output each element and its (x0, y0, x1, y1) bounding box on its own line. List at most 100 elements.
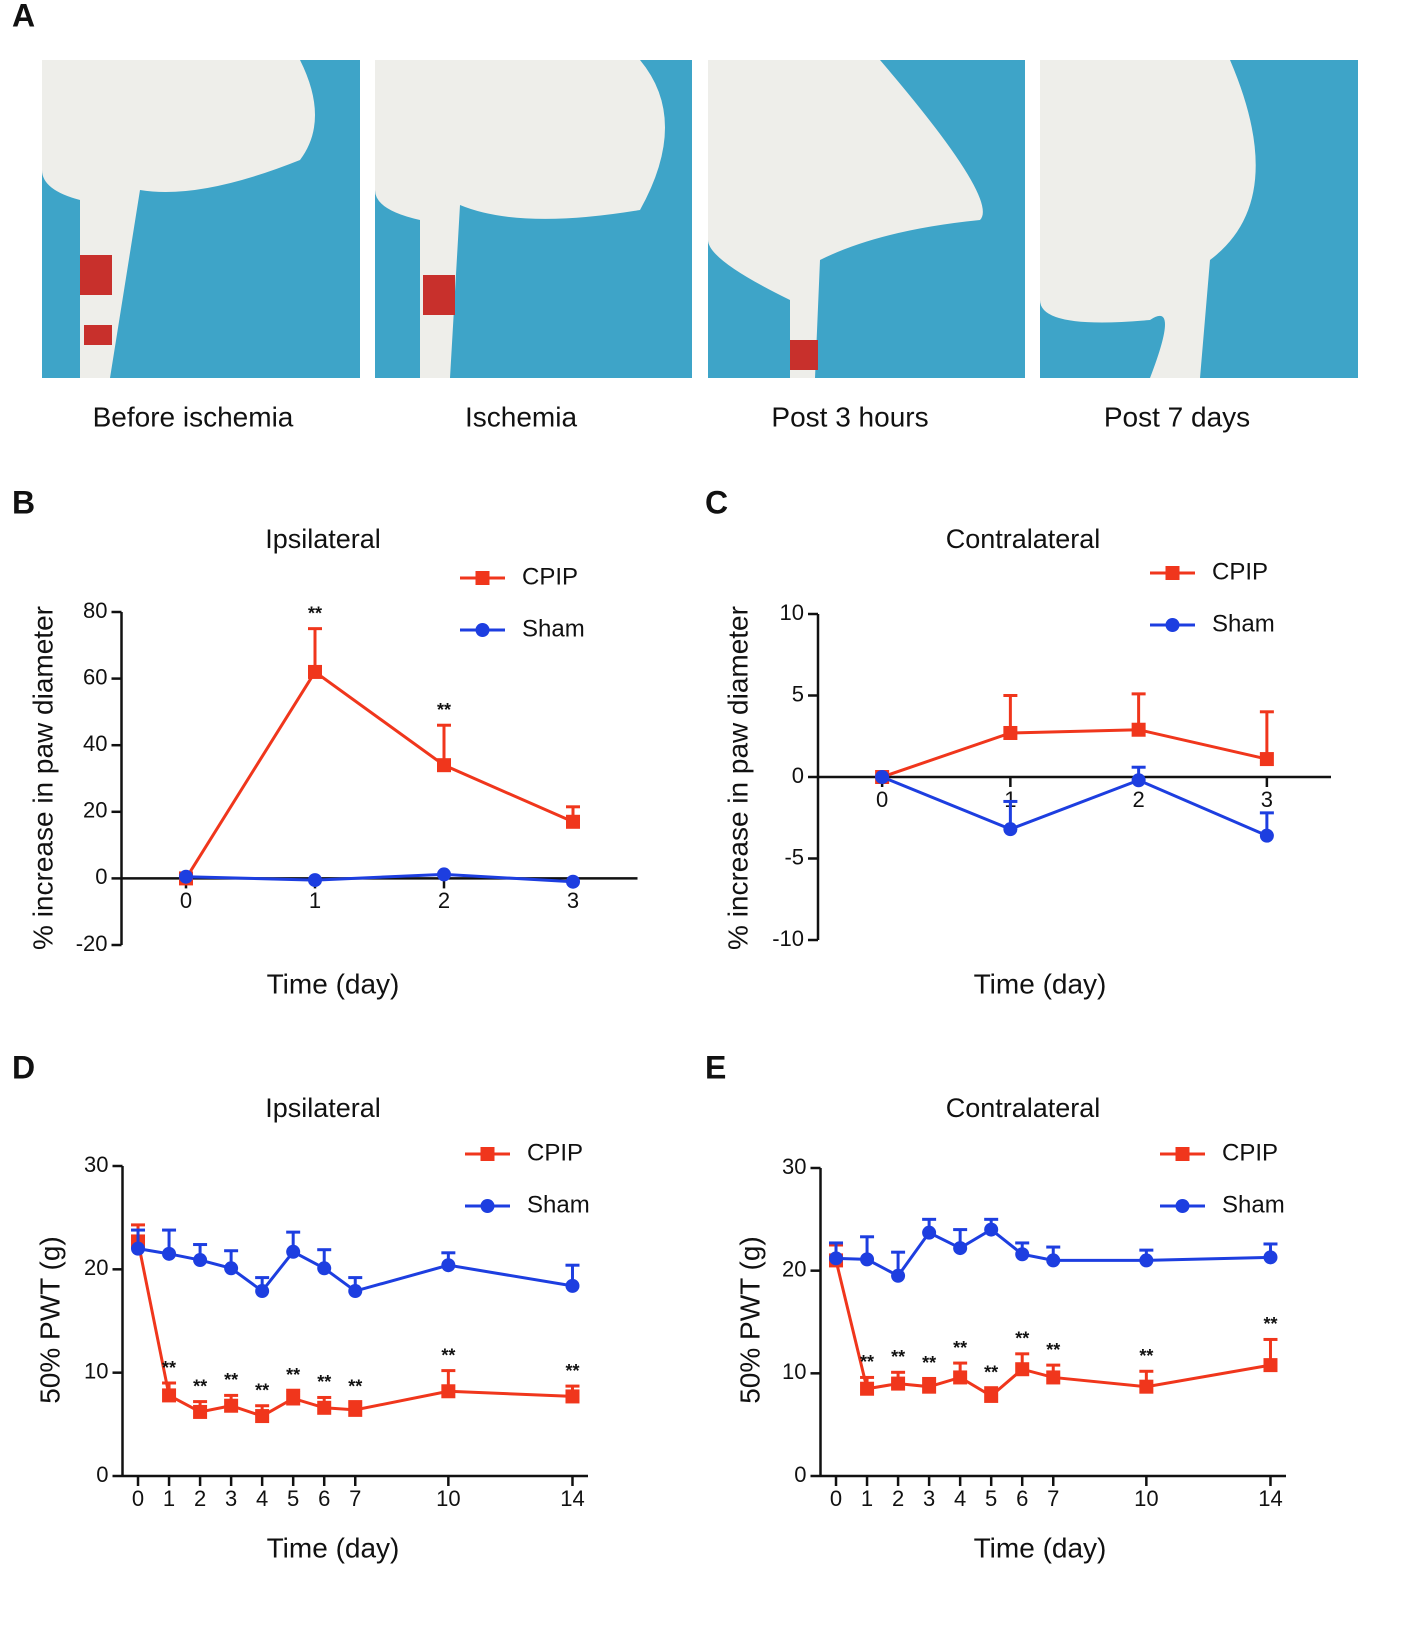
x-tick-label: 2 (892, 1486, 904, 1511)
chart-title: Contralateral (946, 524, 1101, 554)
data-point (953, 1370, 968, 1385)
data-point (1263, 1358, 1278, 1373)
y-axis-label: % increase in paw diameter (722, 606, 753, 950)
data-point (193, 1253, 208, 1268)
panel-label: A (12, 0, 35, 33)
data-point (224, 1398, 239, 1413)
x-tick-label: 1 (163, 1486, 175, 1511)
significance-label: ** (162, 1358, 176, 1378)
data-point (829, 1251, 844, 1266)
significance-label: ** (348, 1376, 362, 1396)
significance-label: ** (286, 1365, 300, 1385)
data-point (1003, 725, 1018, 740)
y-tick-label: 20 (83, 798, 107, 823)
y-tick-label: -10 (772, 926, 804, 951)
y-tick-label: 30 (782, 1154, 806, 1179)
data-point (565, 1278, 580, 1293)
significance-label: ** (922, 1353, 936, 1373)
x-tick-label: 0 (830, 1486, 842, 1511)
data-point (984, 1388, 999, 1403)
significance-label: ** (308, 603, 322, 623)
legend-marker (1165, 618, 1180, 632)
x-tick-label: 2 (1133, 787, 1145, 812)
significance-label: ** (317, 1372, 331, 1392)
data-point (1139, 1253, 1154, 1268)
x-tick-label: 7 (349, 1486, 361, 1511)
y-tick-label: 20 (782, 1256, 806, 1281)
data-point (255, 1284, 270, 1299)
significance-label: ** (193, 1376, 207, 1396)
x-tick-label: 7 (1047, 1486, 1059, 1511)
x-tick-label: 5 (287, 1486, 299, 1511)
legend-label: CPIP (1222, 1139, 1278, 1166)
x-axis-label: Time (day) (267, 968, 400, 999)
panel-label: B (12, 484, 35, 520)
panel-label: D (12, 1049, 35, 1085)
legend-label: CPIP (527, 1139, 583, 1166)
data-point (286, 1391, 301, 1406)
data-point (162, 1388, 177, 1403)
data-point (348, 1402, 363, 1417)
y-tick-label: -20 (76, 931, 108, 956)
x-tick-label: 14 (560, 1486, 584, 1511)
data-point (1046, 1253, 1061, 1268)
chart-title: Ipsilateral (265, 1093, 381, 1123)
data-point (891, 1268, 906, 1283)
data-point (953, 1241, 968, 1256)
significance-label: ** (224, 1370, 238, 1390)
data-point (1015, 1247, 1030, 1262)
data-point (922, 1379, 937, 1394)
photo (42, 60, 360, 378)
y-tick-label: 10 (780, 600, 804, 625)
y-axis-label: 50% PWT (g) (734, 1236, 765, 1404)
x-tick-label: 4 (954, 1486, 966, 1511)
chart-title: Contralateral (946, 1093, 1101, 1123)
significance-label: ** (1139, 1346, 1153, 1366)
significance-label: ** (953, 1338, 967, 1358)
significance-label: ** (860, 1352, 874, 1372)
x-tick-label: 10 (436, 1486, 460, 1511)
data-point (162, 1246, 177, 1261)
data-point (348, 1284, 363, 1299)
legend-label: Sham (522, 615, 585, 642)
y-tick-label: 30 (84, 1152, 108, 1177)
legend-marker (475, 571, 490, 585)
significance-label: ** (1263, 1314, 1277, 1334)
y-tick-label: 10 (782, 1359, 806, 1384)
photo (1040, 60, 1358, 378)
x-tick-label: 3 (567, 888, 579, 913)
legend-label: Sham (1222, 1191, 1285, 1218)
data-point (317, 1400, 332, 1415)
data-point (193, 1404, 208, 1419)
data-point (860, 1381, 875, 1396)
legend-label: Sham (527, 1191, 590, 1218)
data-point (308, 664, 322, 679)
chart-title: Ipsilateral (265, 524, 381, 554)
legend-marker (1175, 1147, 1190, 1161)
series-line (881, 728, 1268, 779)
legend-label: Sham (1212, 610, 1275, 637)
x-tick-label: 0 (132, 1486, 144, 1511)
series-line (881, 775, 1268, 838)
data-point (224, 1261, 239, 1276)
y-axis-label: 50% PWT (g) (34, 1236, 65, 1404)
x-tick-label: 3 (923, 1486, 935, 1511)
x-tick-label: 1 (309, 888, 321, 913)
data-point (1015, 1362, 1030, 1377)
photo-caption: Post 7 days (1104, 401, 1250, 432)
data-point (875, 770, 890, 784)
x-tick-label: 3 (225, 1486, 237, 1511)
legend-label: CPIP (1212, 558, 1268, 585)
x-tick-label: 0 (876, 787, 888, 812)
data-point (565, 1389, 580, 1404)
data-point (1046, 1370, 1061, 1385)
x-tick-label: 6 (318, 1486, 330, 1511)
series-line (184, 669, 574, 880)
photo-caption: Before ischemia (93, 401, 294, 432)
data-point (891, 1376, 906, 1391)
x-tick-label: 2 (438, 888, 450, 913)
legend-marker (1175, 1199, 1190, 1213)
data-point (1259, 828, 1274, 843)
data-point (860, 1252, 875, 1267)
